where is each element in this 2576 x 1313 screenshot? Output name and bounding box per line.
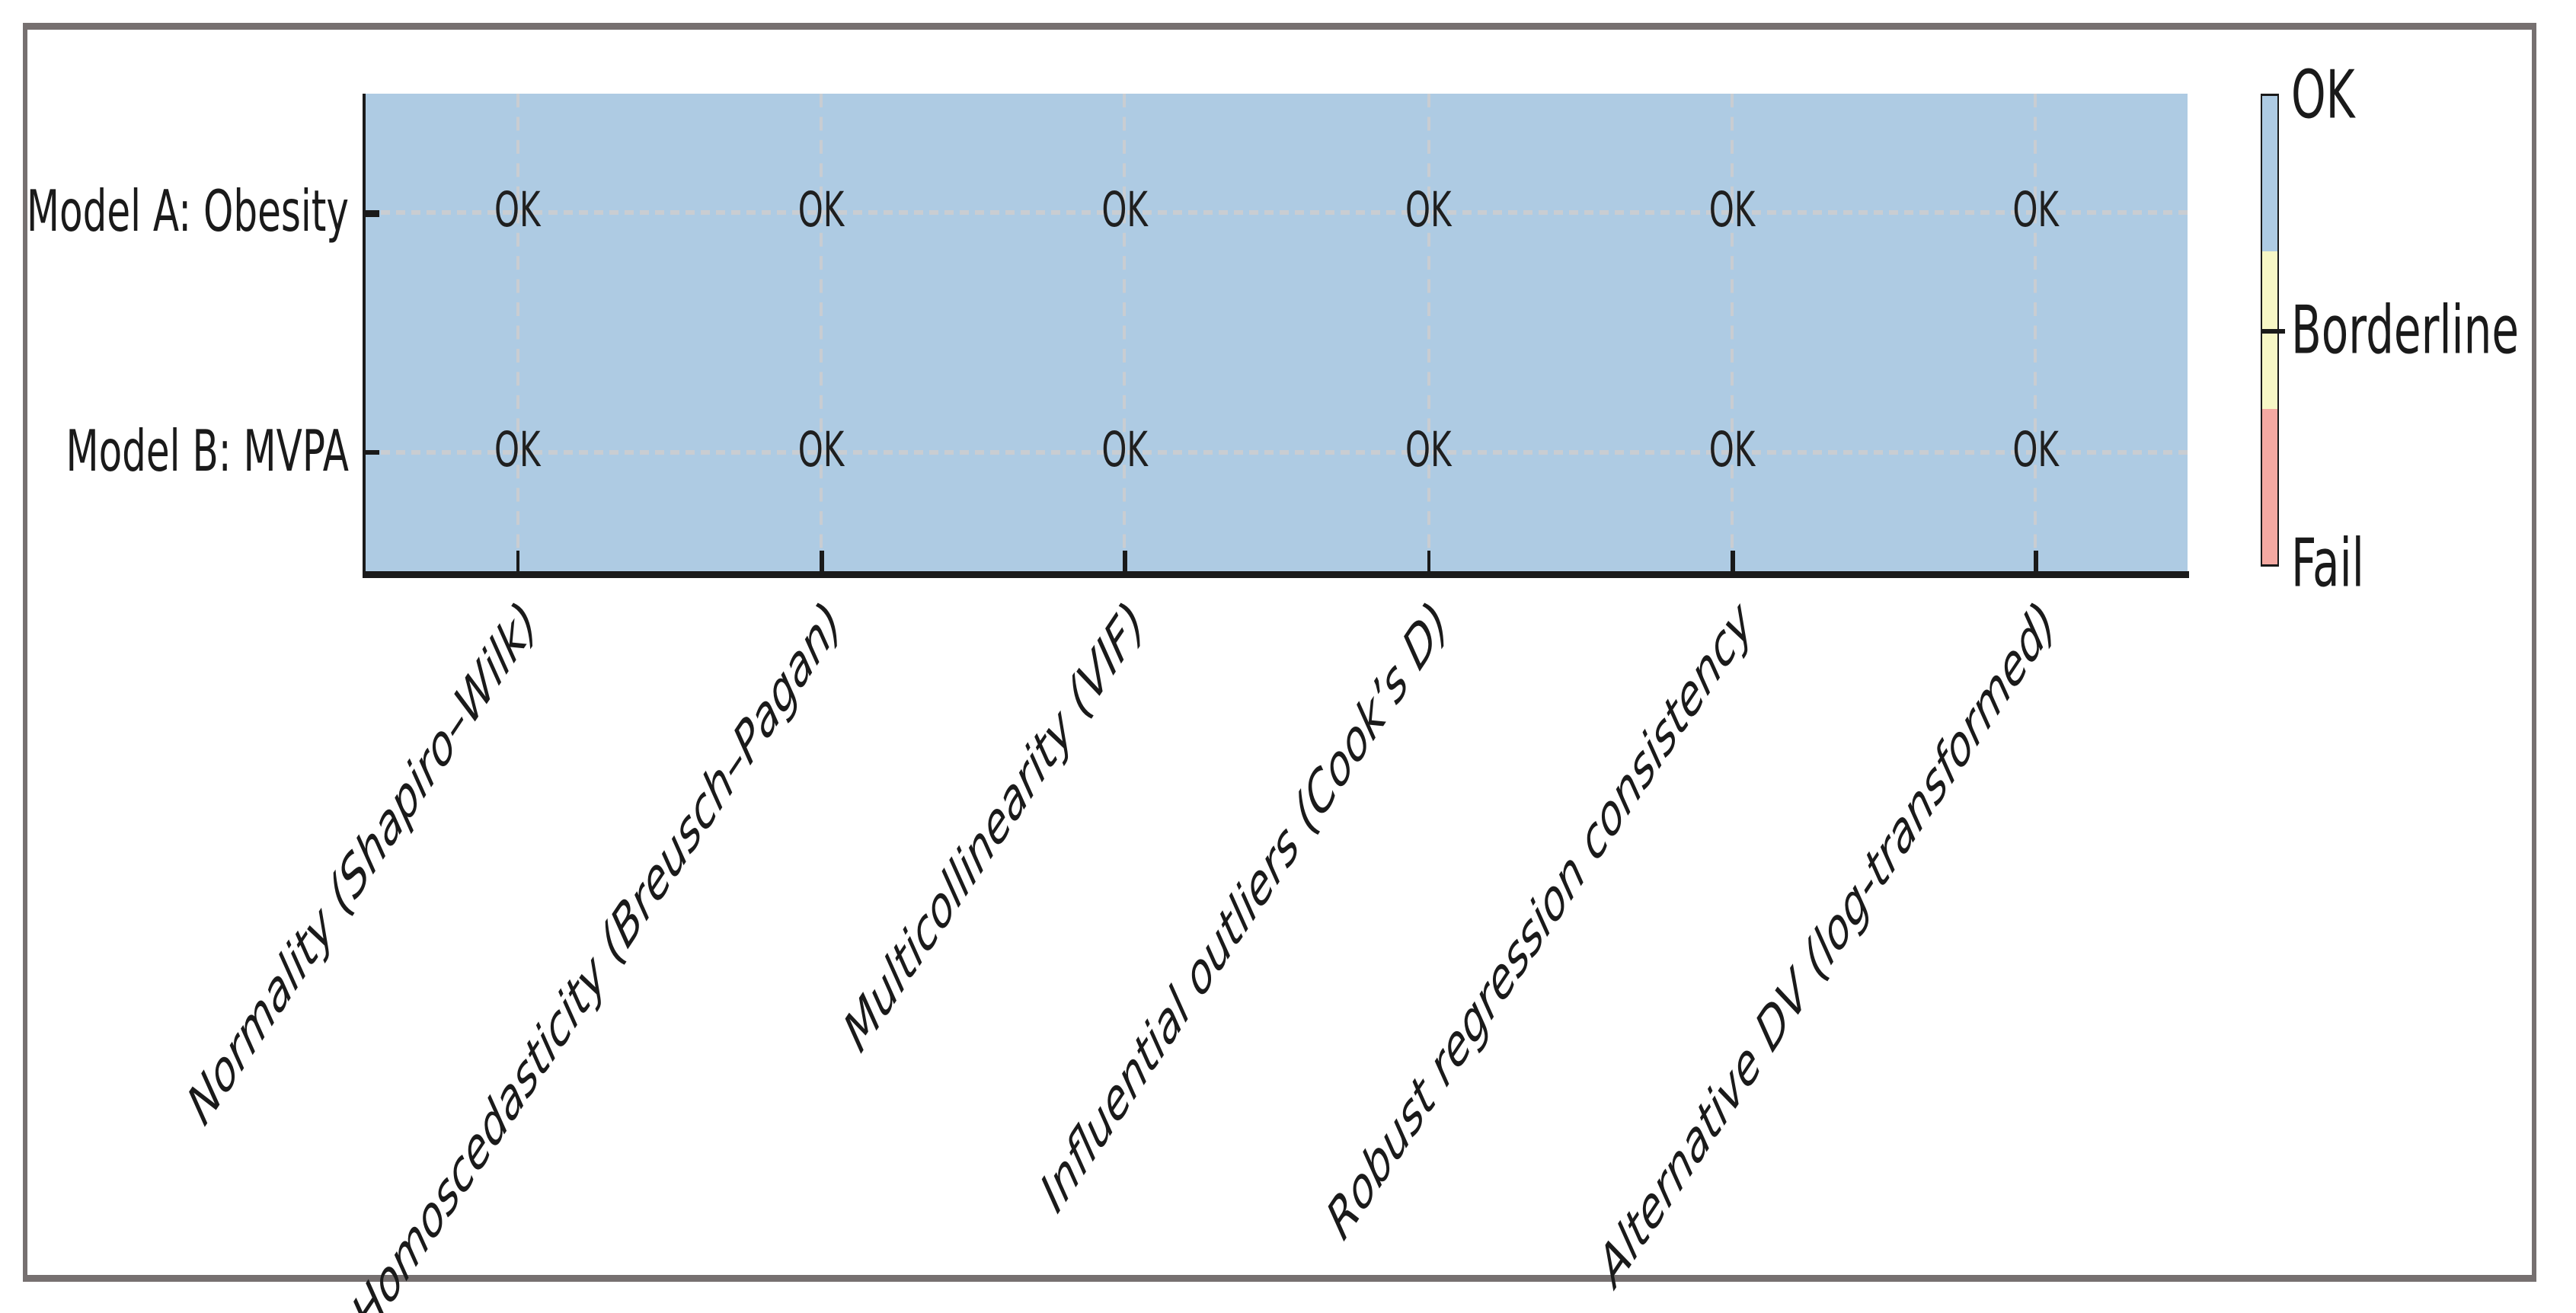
y-tick-2 [366,449,379,455]
gridline-vertical-4 [1427,94,1430,571]
gridline-vertical-5 [1731,94,1734,571]
left-axis-spine [362,94,366,577]
heatmap-cell-r1c2: OK [797,183,845,238]
colorbar-segment-ok [2262,96,2277,252]
y-tick-1 [366,210,379,217]
gridline-vertical-3 [1123,94,1127,571]
y-axis-labels: Model A: Obesity Model B: MVPA [0,94,349,571]
gridline-vertical-2 [820,94,823,571]
heatmap-cell-r2c5: OK [1708,422,1756,478]
x-tick-4 [1427,551,1431,571]
heatmap-cell-r1c4: OK [1405,183,1452,238]
colorbar-middle-tick [2261,327,2285,333]
colorbar-label-borderline: Borderline [2291,290,2520,368]
y-tick-label-model-b: Model B: MVPA [66,417,349,484]
heatmap-cell-r2c3: OK [1101,422,1148,478]
heatmap-cell-r1c6: OK [2012,183,2059,238]
x-tick-2 [820,551,823,571]
colorbar-label-ok: OK [2291,56,2355,134]
heatmap-cell-r2c1: OK [494,422,541,478]
heatmap-cell-r1c1: OK [494,183,541,238]
colorbar-label-fail: Fail [2291,524,2364,602]
figure-border-frame [23,23,2536,1282]
x-tick-5 [1731,551,1734,571]
bottom-axis-spine [362,571,2188,577]
heatmap-cell-r2c4: OK [1405,422,1452,478]
colorbar-segment-fail [2262,408,2277,564]
gridline-horizontal-2 [366,449,2188,455]
heatmap-cell-r1c5: OK [1708,183,1756,238]
x-tick-3 [1123,551,1127,571]
heatmap-cell-r2c2: OK [797,422,845,478]
gridline-vertical-1 [516,94,519,571]
heatmap-plot-area: OK OK OK OK OK OK OK OK OK OK OK OK [366,94,2188,571]
gridline-horizontal-1 [366,210,2188,216]
gridline-vertical-6 [2034,94,2037,571]
x-tick-1 [516,551,520,571]
heatmap-cells-background [366,94,2188,571]
heatmap-cell-r1c3: OK [1101,183,1148,238]
heatmap-cell-r2c6: OK [2012,422,2059,478]
y-tick-label-model-a: Model A: Obesity [26,178,349,245]
x-tick-6 [2034,551,2038,571]
colorbar [2261,94,2285,567]
